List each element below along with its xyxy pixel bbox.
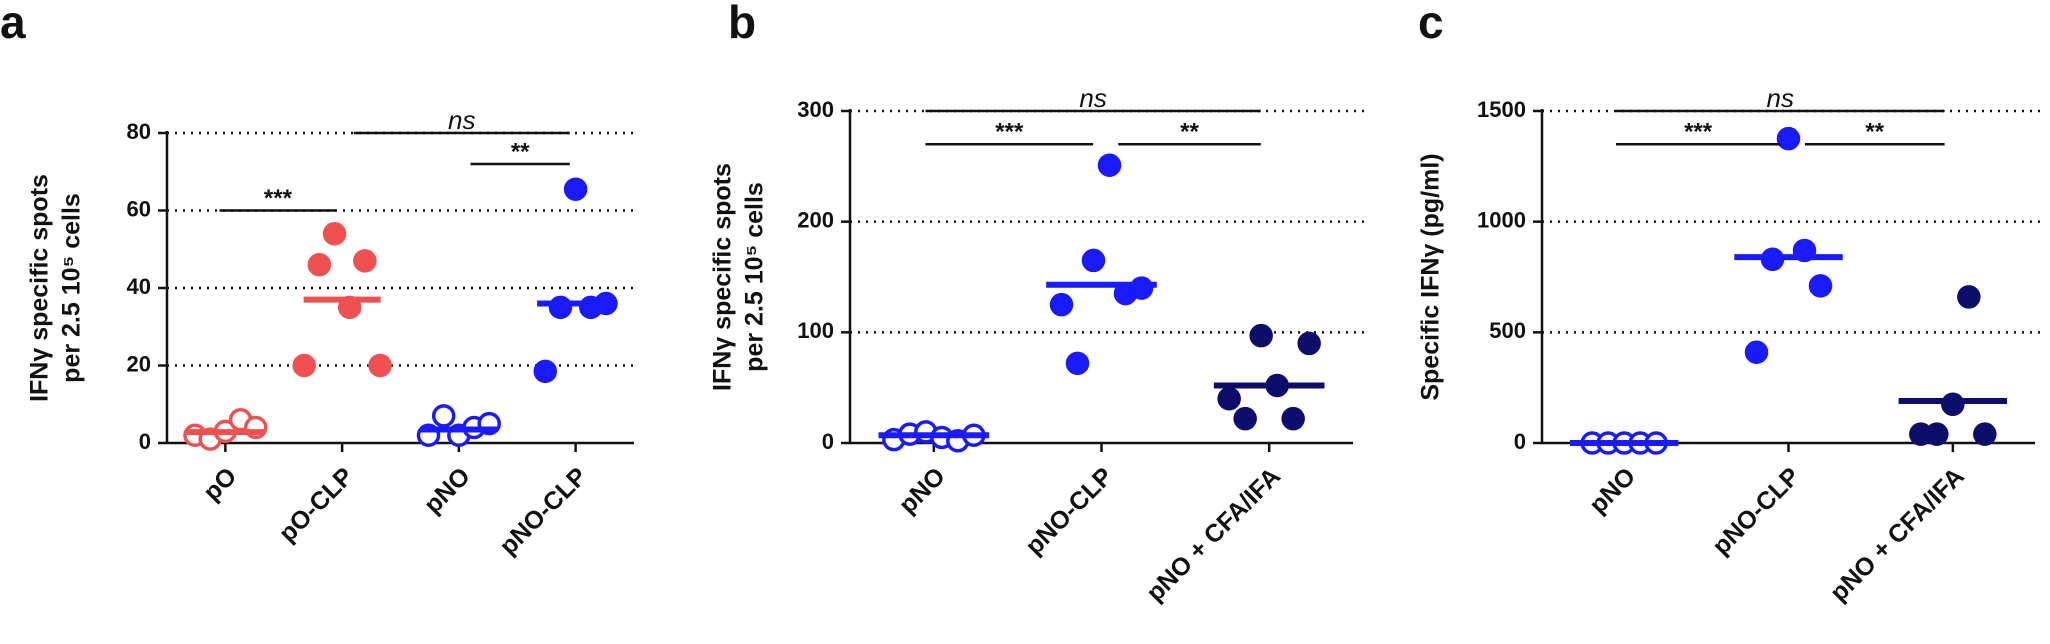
x-tick-label: pNO-CLP xyxy=(1020,462,1118,560)
y-tick-label: 60 xyxy=(127,196,151,221)
data-point xyxy=(548,295,573,320)
y-tick-label: 100 xyxy=(797,318,834,343)
y-axis-label: Specific IFNγ (pg/ml) xyxy=(1417,153,1445,400)
significance-label: *** xyxy=(995,119,1024,146)
significance-label: *** xyxy=(1684,119,1713,146)
data-point xyxy=(353,249,377,273)
data-point xyxy=(1065,351,1090,376)
data-point xyxy=(533,359,558,384)
x-tick-label: pNO-CLP xyxy=(494,462,592,560)
data-point xyxy=(1217,386,1241,411)
data-point xyxy=(1049,292,1074,317)
data-point xyxy=(307,253,332,277)
significance-label: ** xyxy=(1865,119,1884,146)
data-point xyxy=(1941,392,1965,417)
significance-label: ns xyxy=(1767,83,1794,113)
data-point xyxy=(292,353,316,378)
y-axis-label: IFNγ specific spots xyxy=(709,163,737,391)
data-point xyxy=(563,177,588,201)
panel-letter: c xyxy=(1418,0,1444,48)
data-point xyxy=(1129,276,1154,300)
data-point xyxy=(1973,422,1997,446)
data-point xyxy=(1925,422,1949,446)
significance-label: *** xyxy=(264,185,293,212)
data-point xyxy=(1081,248,1106,273)
significance-label: ** xyxy=(511,138,530,165)
y-tick-label: 40 xyxy=(127,274,151,299)
x-tick-label: pNO xyxy=(419,462,476,519)
panel-letter: a xyxy=(0,0,26,48)
y-axis-label: per 2.5 10⁵ cells xyxy=(741,182,769,372)
y-tick-label: 0 xyxy=(822,429,834,454)
y-tick-label: 1000 xyxy=(1477,207,1526,232)
data-point xyxy=(368,353,392,378)
y-axis-label: per 2.5 10⁵ cells xyxy=(58,193,86,383)
y-tick-label: 1500 xyxy=(1477,97,1526,122)
y-tick-label: 0 xyxy=(1514,429,1526,454)
y-tick-label: 500 xyxy=(1489,318,1526,343)
x-tick-label: pNO + CFA/IFA xyxy=(1141,462,1286,607)
x-tick-label: pO xyxy=(198,462,242,506)
significance-label: ns xyxy=(448,105,475,135)
y-tick-label: 200 xyxy=(797,207,834,232)
data-point xyxy=(1233,406,1257,431)
data-point xyxy=(322,222,347,246)
data-point xyxy=(1097,153,1122,177)
y-tick-label: 80 xyxy=(127,119,151,144)
x-tick-label: pNO + CFA/IFA xyxy=(1825,462,1970,607)
x-tick-label: pNO xyxy=(894,462,951,519)
data-point xyxy=(1249,323,1273,348)
data-point xyxy=(1776,126,1801,151)
y-tick-label: 20 xyxy=(127,351,151,376)
significance-label: ns xyxy=(1079,83,1106,113)
y-tick-label: 300 xyxy=(797,97,834,122)
x-tick-label: pNO xyxy=(1584,462,1641,519)
panel-letter: b xyxy=(728,0,756,48)
y-tick-label: 0 xyxy=(139,429,151,454)
data-point xyxy=(1281,406,1305,431)
data-point xyxy=(1808,274,1833,298)
x-tick-label: pO-CLP xyxy=(273,462,359,548)
x-tick-label: pNO-CLP xyxy=(1707,462,1805,560)
data-point xyxy=(1957,285,1981,309)
data-point xyxy=(1297,331,1321,356)
y-axis-label: IFNγ specific spots xyxy=(26,174,54,402)
data-point xyxy=(431,404,456,428)
significance-label: ** xyxy=(1180,119,1199,146)
data-point xyxy=(1744,340,1769,365)
